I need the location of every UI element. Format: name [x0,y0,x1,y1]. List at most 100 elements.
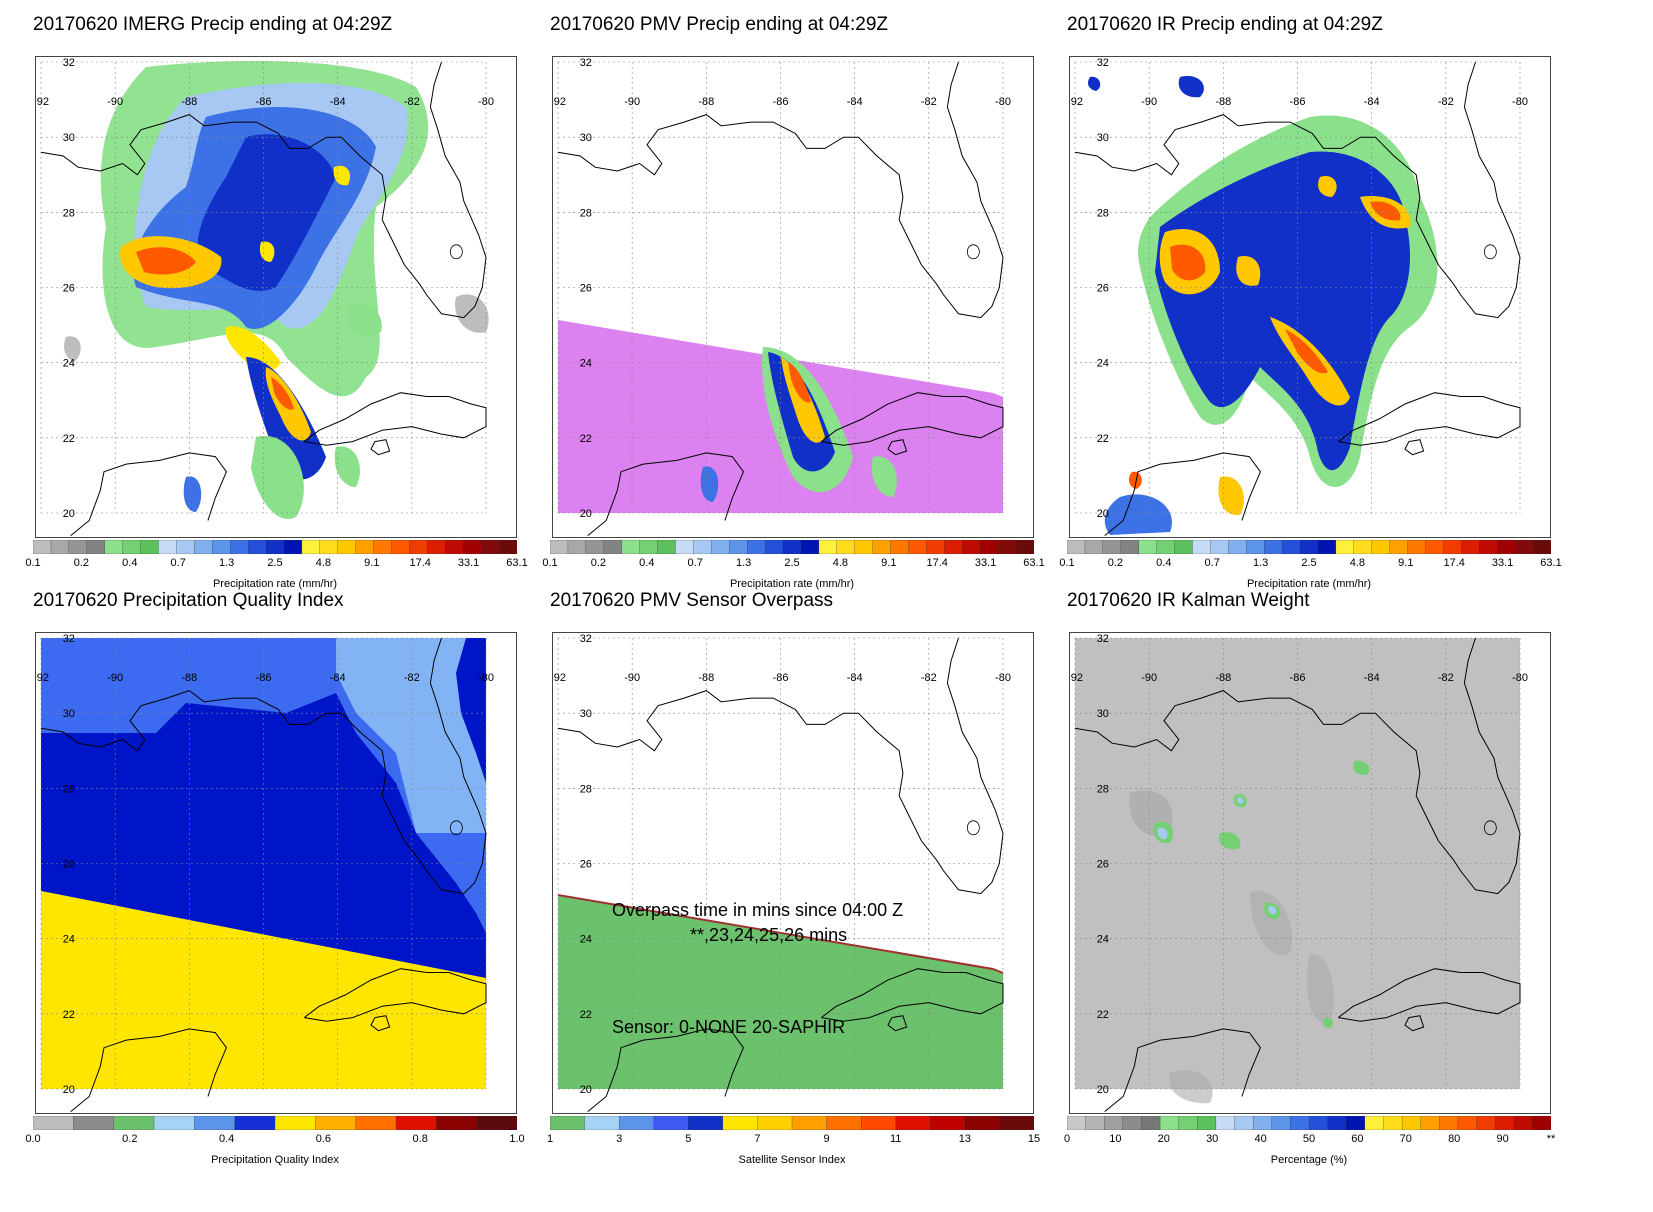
colorbar-tick-label: 4.8 [315,557,332,569]
colorbar-label: Precipitation rate (mm/hr) [212,578,338,590]
colorbar-segment [688,1116,724,1130]
colorbar-segment [1228,540,1247,554]
colorbar-segment [964,1116,1001,1130]
colorbar-segment [1532,1116,1551,1130]
colorbar-segment [274,1116,316,1130]
coastline-isle [887,439,908,456]
ir-kalman-map: -92 -90 -88 -86 -84 -82 -80 32 30 28 26 24 22 20 [1069,632,1551,1114]
colorbar-segment [1371,540,1391,554]
colorbar-segment [836,540,856,554]
lon-label: -92 [36,672,49,684]
colorbar-segment [176,540,195,554]
colorbar-segment [1443,540,1463,554]
colorbar-tick-label: 20 [1157,1133,1170,1145]
colorbar-tick-label: 0.4 [639,557,655,569]
lon-label: -84 [330,96,346,108]
lon-label: -88 [181,672,197,684]
pmv-precip-panel: 20170620 PMV Precip ending at 04:29Z -92… [542,14,1070,614]
colorbar-segment [1210,540,1229,554]
colorbar-tick-label: 15 [1027,1133,1041,1145]
sensor-swath [558,895,1003,1089]
colorbar-tick-label: 0.1 [25,557,41,569]
colorbar-segment [355,1116,397,1130]
colorbar-tick-label: 2.5 [267,557,283,569]
colorbar-segment [1494,1116,1515,1130]
pqi-panel: 20170620 Precipitation Quality Index -92… [25,590,553,1190]
colorbar-segment [1346,1116,1366,1130]
colorbar-tick-label: 0.7 [687,557,703,569]
lon-label: -92 [553,672,566,684]
lon-label: -80 [478,672,494,684]
colorbar-segment [800,540,820,554]
colorbar-tick-label: 0.7 [1204,557,1220,569]
colorbar-segment [1085,1116,1105,1130]
lat-label: 22 [1097,1009,1109,1021]
lat-label: 24 [63,358,75,370]
colorbar-segment [980,540,999,554]
panel-title: 20170620 IMERG Precip ending at 04:29Z [33,14,393,35]
coastline-yucatan [70,452,227,536]
lon-label: -82 [404,672,420,684]
colorbar-ticks: 0 10 20 30 40 50 60 70 80 90 ** [1063,1133,1555,1149]
colorbar-tick-label: 0.4 [218,1133,235,1145]
lat-label: 26 [1097,859,1109,871]
lon-label: -82 [921,96,937,108]
coastline-yucatan [70,1028,227,1112]
lat-label: 22 [63,433,75,445]
colorbar-segment [1067,540,1086,554]
colorbar-segment [1461,540,1480,554]
lat-label: 30 [580,132,592,144]
coastline-yucatan [587,1028,744,1112]
lat-label: 30 [63,708,75,720]
colorbar-segment [1317,540,1337,554]
colorbar-segment [33,1116,74,1130]
colorbar-segment [872,540,892,554]
lat-label: 20 [1097,508,1109,520]
lat-label: 24 [1097,358,1109,370]
colorbar-tick-label: 2.5 [1301,557,1317,569]
colorbar-segment [1513,1116,1534,1130]
colorbar-tick-label: 0 [1063,1133,1071,1145]
lat-label: 20 [63,508,75,520]
ir-precip-map: -92 -90 -88 -86 -84 -82 -80 32 30 28 26 24 22 20 [1069,56,1551,538]
colorbar-segment [757,1116,793,1130]
colorbar-segment [997,540,1017,554]
colorbar-tick-label: 60 [1351,1133,1364,1145]
colorbar-segment [391,540,411,554]
colorbar-segment [283,540,303,554]
colorbar-segment [1335,540,1355,554]
colorbar-segment [584,1116,620,1130]
lon-label: -88 [181,96,197,108]
colorbar-segment [603,540,623,554]
colorbar-segment [1383,1116,1403,1130]
colorbar-segment [860,1116,897,1130]
precip-field-layer [558,320,1003,513]
colorbar-segment [1479,540,1498,554]
coastline-us [557,61,1004,319]
coastline-cuba [1337,968,1521,1022]
lat-label: 20 [580,508,592,520]
lon-label: -84 [847,672,863,684]
overpass-note-line2: **,23,24,25,26 mins [690,925,848,945]
lon-label: -84 [1364,96,1380,108]
colorbar-segment [463,540,482,554]
colorbar-label: Satellite Sensor Index [738,1154,846,1166]
colorbar-segment [1159,1116,1180,1130]
colorbar-segment [476,1116,517,1130]
colorbar-segment [675,540,695,554]
lon-label: -92 [36,96,49,108]
colorbar-segment [693,540,712,554]
coastline-cuba [1337,392,1521,446]
coastline-us [1074,637,1521,895]
panel-title: 20170620 PMV Precip ending at 04:29Z [550,14,889,35]
lon-label: -90 [107,672,123,684]
lat-label: 26 [1097,283,1109,295]
lon-label: -82 [1438,96,1454,108]
colorbar-segment [585,540,605,554]
lake-outline [1483,820,1497,836]
lat-label: 26 [580,283,592,295]
sensor-field-layer [557,894,1004,1089]
colorbar-segment [729,540,748,554]
colorbar-segment [1514,540,1534,554]
lon-label: -86 [256,672,272,684]
